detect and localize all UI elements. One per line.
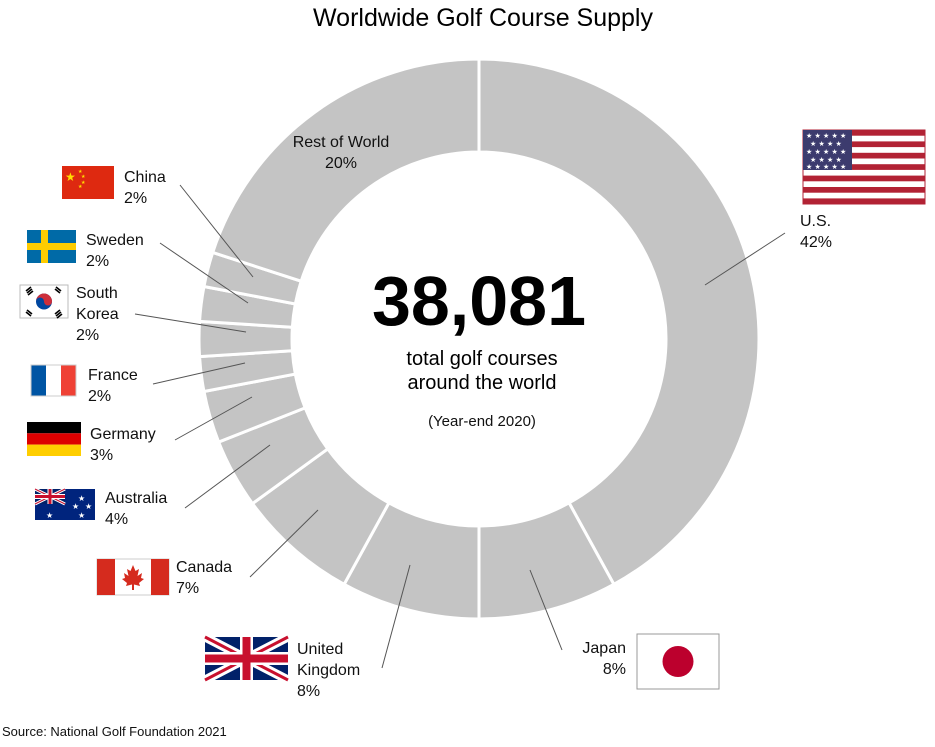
svg-text:★: ★: [78, 494, 85, 503]
center-total: 38,081: [372, 262, 586, 340]
leader-lines-group: [134, 184, 786, 669]
slice-label-u-s-: U.S. 42%: [800, 213, 832, 251]
leader-line-germany: [174, 396, 253, 441]
svg-text:★: ★: [81, 174, 86, 180]
australia-flag: ★★ ★★★: [34, 487, 95, 520]
chart-title: Worldwide Golf Course Supply: [313, 4, 653, 32]
slice-label-south-korea: South Korea 2%: [76, 285, 119, 344]
canada-flag: [96, 558, 170, 596]
svg-text:★: ★: [72, 502, 79, 511]
slice-u-s-: [477, 57, 761, 587]
svg-text:★: ★: [46, 511, 53, 520]
slice-label-germany: Germany 3%: [90, 426, 156, 464]
leader-line-south-korea: [134, 313, 247, 333]
svg-text:★ ★ ★ ★ ★: ★ ★ ★ ★ ★: [806, 148, 846, 156]
svg-text:★ ★ ★ ★ ★: ★ ★ ★ ★ ★: [806, 163, 846, 171]
slice-labels-group: U.S. 42% Japan 8% United Kingdom 8% Canada 7%Aus…: [76, 134, 832, 700]
slice-label-australia: Australia 4%: [105, 490, 167, 528]
us-flag: ★ ★ ★ ★ ★★ ★ ★ ★ ★ ★ ★ ★ ★★ ★ ★ ★ ★ ★ ★ …: [802, 129, 926, 205]
slice-label-japan: Japan 8%: [582, 640, 626, 678]
south-korea-flag: [19, 284, 69, 319]
svg-text:★: ★: [81, 180, 86, 186]
leader-line-u-s-: [704, 232, 786, 286]
source-note: Source: National Golf Foundation 2021: [2, 724, 227, 739]
slice-label-france: France 2%: [88, 367, 138, 405]
slice-label-canada: Canada 7%: [176, 559, 232, 597]
leader-line-japan: [529, 569, 563, 651]
slice-label-china: China 2%: [124, 169, 166, 207]
china-flag: ★ ★ ★ ★ ★: [62, 166, 114, 199]
japan-flag: [636, 633, 720, 690]
svg-text:★: ★: [78, 184, 83, 190]
center-line-2: around the world: [408, 372, 557, 394]
svg-text:★: ★: [78, 169, 83, 175]
germany-flag: [27, 422, 81, 456]
leader-line-canada: [249, 509, 319, 578]
svg-text:★ ★ ★ ★: ★ ★ ★ ★: [810, 156, 842, 164]
svg-text:★ ★ ★ ★ ★: ★ ★ ★ ★ ★: [806, 132, 846, 140]
france-flag: [30, 364, 77, 397]
leader-line-china: [179, 184, 254, 278]
svg-text:★: ★: [65, 170, 76, 184]
svg-text:★: ★: [78, 511, 85, 520]
leader-line-united-kingdom: [381, 564, 411, 669]
svg-text:★: ★: [85, 502, 92, 511]
slice-rest-of-world: [210, 57, 481, 284]
leader-line-australia: [184, 444, 271, 509]
uk-flag: [202, 633, 291, 684]
leader-line-sweden: [159, 242, 249, 304]
svg-text:★ ★ ★ ★: ★ ★ ★ ★: [810, 140, 842, 148]
slice-label-rest-of-world: Rest of World 20%: [293, 134, 390, 172]
slice-label-sweden: Sweden 2%: [86, 232, 144, 270]
center-year-note: (Year-end 2020): [428, 413, 536, 430]
sweden-flag: [27, 230, 76, 263]
center-line-1: total golf courses: [406, 348, 557, 370]
slice-label-united-kingdom: United Kingdom 8%: [297, 641, 360, 700]
leader-line-france: [152, 362, 246, 385]
